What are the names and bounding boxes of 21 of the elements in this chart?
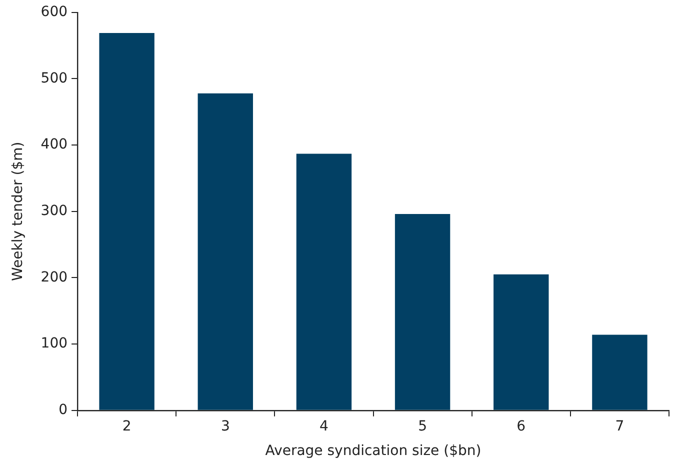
x-tick-label: 5 [418, 418, 428, 434]
y-tick-label: 600 [40, 4, 68, 20]
y-tick-label: 200 [40, 269, 68, 286]
y-tick-label: 0 [58, 402, 68, 418]
x-tick-label: 6 [516, 418, 526, 434]
bar [394, 214, 450, 410]
bar [494, 274, 549, 410]
bar [198, 93, 253, 410]
x-tick-label: 7 [615, 418, 624, 434]
y-tick-label: 100 [40, 336, 68, 352]
y-tick-label: 500 [40, 70, 68, 86]
y-tick-label: 300 [40, 203, 68, 220]
bar [99, 32, 154, 410]
x-tick-label: 2 [122, 418, 132, 434]
bar [296, 154, 352, 410]
bar [592, 334, 648, 410]
y-tick-label: 400 [40, 136, 68, 153]
x-tick-label: 3 [220, 418, 230, 434]
x-axis-title: Average syndication size ($bn) [265, 443, 482, 460]
y-axis-title: Weekly tender ($m) [10, 142, 26, 281]
x-tick-label: 4 [320, 418, 329, 434]
